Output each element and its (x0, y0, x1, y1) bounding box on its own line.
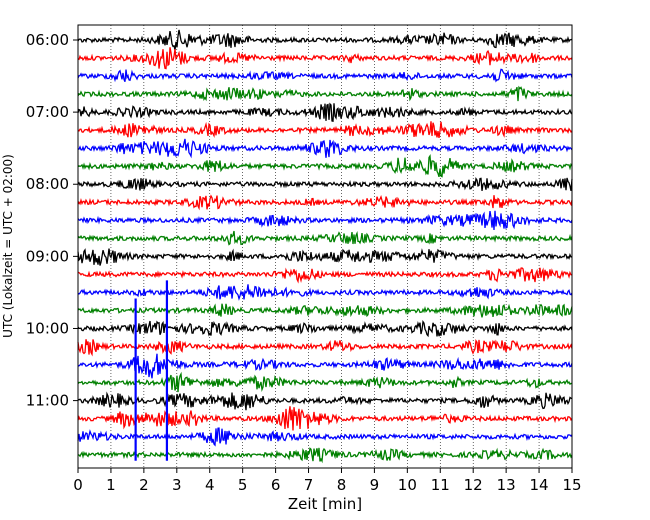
trace-line (77, 303, 573, 318)
y-axis-label: UTC (Lokalzeit = UTC + 02:00) (1, 154, 15, 338)
trace-line (77, 353, 573, 379)
x-tick-label: 13 (497, 476, 516, 494)
trace-line (77, 406, 573, 431)
trace-line (77, 177, 573, 191)
x-tick-label: 10 (398, 476, 417, 494)
x-tick-label: 3 (172, 476, 182, 494)
y-tick-label: 06:00 (26, 31, 69, 49)
trace-line (77, 391, 573, 411)
y-tick-label: 08:00 (26, 175, 69, 193)
trace-line (77, 47, 573, 70)
x-tick-label: 7 (304, 476, 314, 494)
x-tick-label: 9 (370, 476, 380, 494)
x-tick-label: 5 (238, 476, 248, 494)
trace-line (77, 121, 573, 139)
trace-line (77, 102, 573, 122)
trace-line (77, 320, 573, 338)
x-tick-label: 14 (530, 476, 549, 494)
x-tick-label: 2 (139, 476, 149, 494)
trace-line (77, 248, 573, 266)
x-tick-label: 15 (562, 476, 581, 494)
plot-frame (77, 24, 573, 469)
y-tick-label: 11:00 (26, 392, 69, 410)
trace-line (77, 267, 573, 284)
trace-group (77, 29, 573, 464)
plot-background (78, 25, 572, 468)
x-axis: 0 1 2 3 4 5 6 7 8 9 10 11 12 13 14 15 (73, 468, 582, 494)
x-tick-label: 4 (205, 476, 215, 494)
y-tick-label: 07:00 (26, 103, 69, 121)
y-tick-label: 10:00 (26, 319, 69, 337)
x-tick-label: 6 (271, 476, 281, 494)
trace-line (77, 85, 573, 102)
trace-line (77, 371, 573, 393)
trace-line (77, 210, 573, 231)
trace-line (77, 230, 573, 246)
trace-line (77, 154, 573, 178)
y-tick-label: 09:00 (26, 247, 69, 265)
trace-line (77, 447, 573, 464)
x-axis-label: Zeit [min] (288, 495, 362, 513)
trace-line (77, 29, 573, 51)
trace-line (77, 339, 573, 357)
trace-line (77, 68, 573, 83)
x-tick-label: 1 (106, 476, 116, 494)
y-axis: 06:00 07:00 08:00 09:00 10:00 11:00 (26, 31, 78, 410)
event-group (134, 280, 169, 461)
x-tick-label: 8 (337, 476, 347, 494)
x-tick-label: 11 (431, 476, 450, 494)
x-tick-label: 12 (464, 476, 483, 494)
trace-line (77, 138, 573, 159)
x-tick-label: 0 (73, 476, 83, 494)
trace-line (77, 427, 573, 447)
trace-line (77, 284, 573, 301)
trace-line (77, 194, 573, 211)
